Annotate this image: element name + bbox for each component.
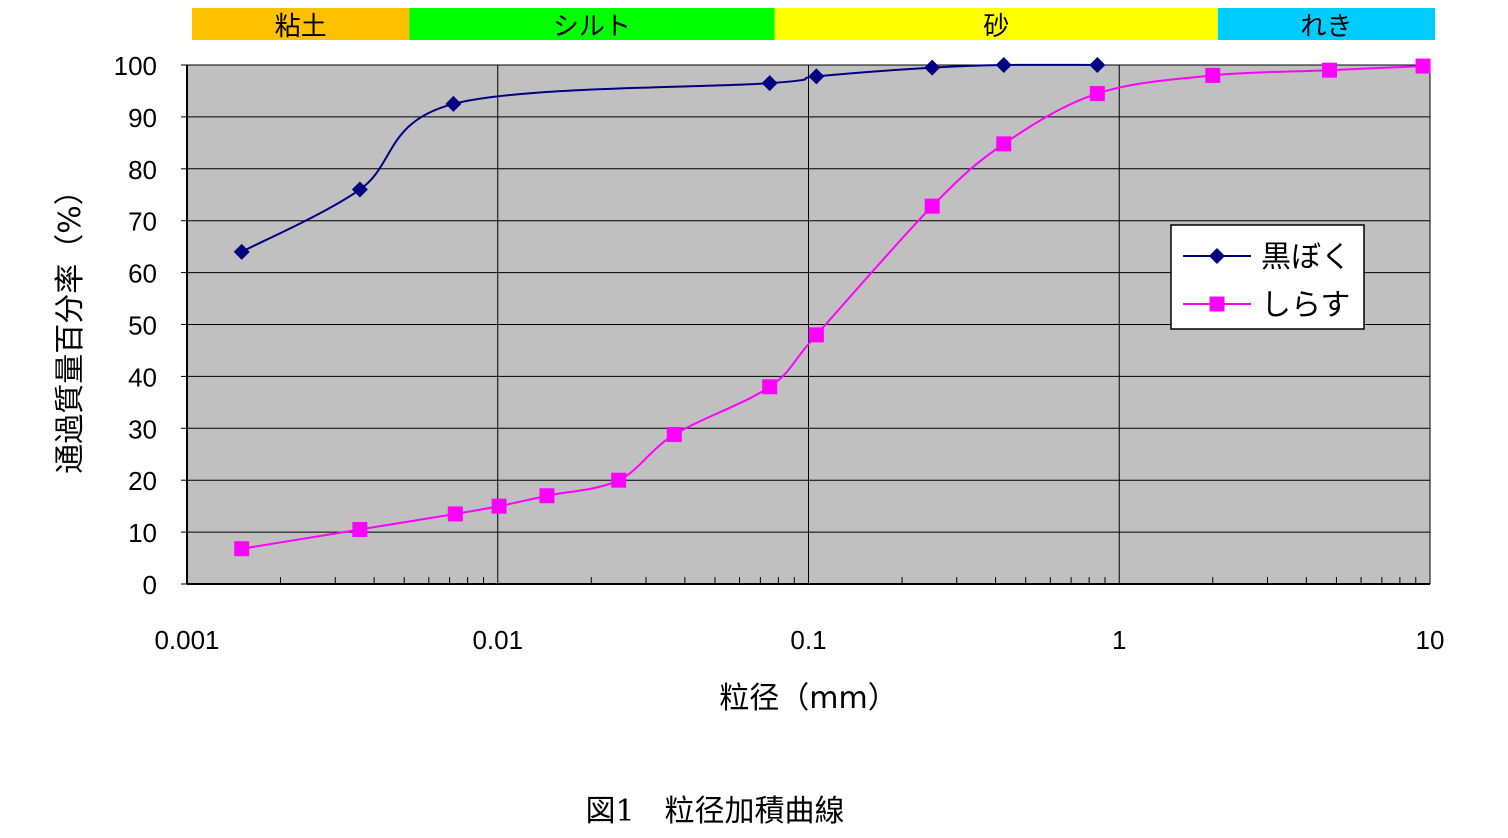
data-point	[761, 75, 778, 92]
legend-marker	[1209, 296, 1225, 312]
data-point	[1089, 86, 1105, 102]
y-tick-label: 70	[128, 207, 157, 237]
soil-classification-bands: 粘土 シルト 砂 れき	[192, 8, 1435, 42]
legend-label: 黒ぼく	[1261, 240, 1351, 275]
data-point	[611, 472, 627, 488]
y-axis-title: 通過質量百分率（%）	[53, 175, 88, 474]
soil-band-label: 砂	[983, 12, 1009, 42]
soil-band-label: シルト	[553, 12, 631, 42]
series-layer	[233, 57, 1431, 557]
series	[233, 57, 1106, 260]
data-point	[762, 379, 778, 395]
minor-ticks	[181, 64, 1417, 585]
legend-box	[1170, 224, 1365, 330]
x-axis-title: 粒径（mm）	[719, 681, 897, 716]
soil-band	[192, 8, 410, 40]
x-tick-label: 0.1	[790, 625, 826, 655]
data-point	[491, 498, 507, 514]
legend-label: しらす	[1261, 288, 1350, 323]
y-tick-label: 0	[143, 570, 157, 600]
y-tick-label: 80	[128, 155, 157, 185]
y-tick-label: 40	[128, 362, 157, 392]
x-tick-label: 0.01	[472, 625, 523, 655]
data-point	[234, 541, 250, 557]
data-point	[351, 181, 368, 198]
grain-size-chart: 粘土 シルト砂れき 0102030405060708090100 0.001 0.0…	[53, 8, 1444, 716]
x-tick-label: 10	[1416, 625, 1445, 655]
data-point	[233, 243, 250, 260]
data-point	[447, 506, 463, 522]
x-tick-label: 1	[1112, 625, 1126, 655]
data-point	[995, 57, 1012, 73]
data-point	[808, 327, 824, 343]
legend-marker	[1209, 248, 1225, 264]
y-tick-label: 90	[128, 103, 157, 133]
soil-band-label: れき	[1300, 12, 1352, 42]
y-tick-label: 10	[128, 518, 157, 548]
series-line	[241, 65, 1424, 550]
y-tick-label: 50	[128, 311, 157, 341]
y-tick-label: 100	[114, 51, 157, 81]
figure-caption: 図1 粒径加積曲線	[585, 794, 845, 829]
soil-band	[1217, 8, 1435, 40]
data-point	[996, 136, 1012, 152]
data-point	[352, 522, 368, 538]
soil-band	[774, 8, 1218, 40]
x-tick-labels: 0.001 0.01 0.1 1 10	[154, 625, 1444, 655]
soil-band-label: 粘土	[275, 12, 327, 42]
y-tick-label: 30	[128, 414, 157, 444]
data-point	[1415, 58, 1431, 74]
data-point	[666, 427, 682, 443]
series	[234, 58, 1431, 557]
data-point	[1089, 57, 1106, 73]
data-point	[808, 68, 825, 85]
y-tick-label: 20	[128, 466, 157, 496]
data-point	[924, 198, 940, 214]
data-point	[1322, 62, 1338, 78]
data-point	[539, 488, 555, 504]
data-point	[1205, 67, 1221, 83]
data-point	[445, 95, 462, 112]
soil-band	[409, 8, 775, 40]
y-tick-labels: 0 10 20 30 40 50 60 70 80 90 100	[114, 51, 157, 600]
data-point	[924, 59, 941, 76]
y-tick-label: 60	[128, 259, 157, 289]
x-tick-label: 0.001	[154, 625, 219, 655]
